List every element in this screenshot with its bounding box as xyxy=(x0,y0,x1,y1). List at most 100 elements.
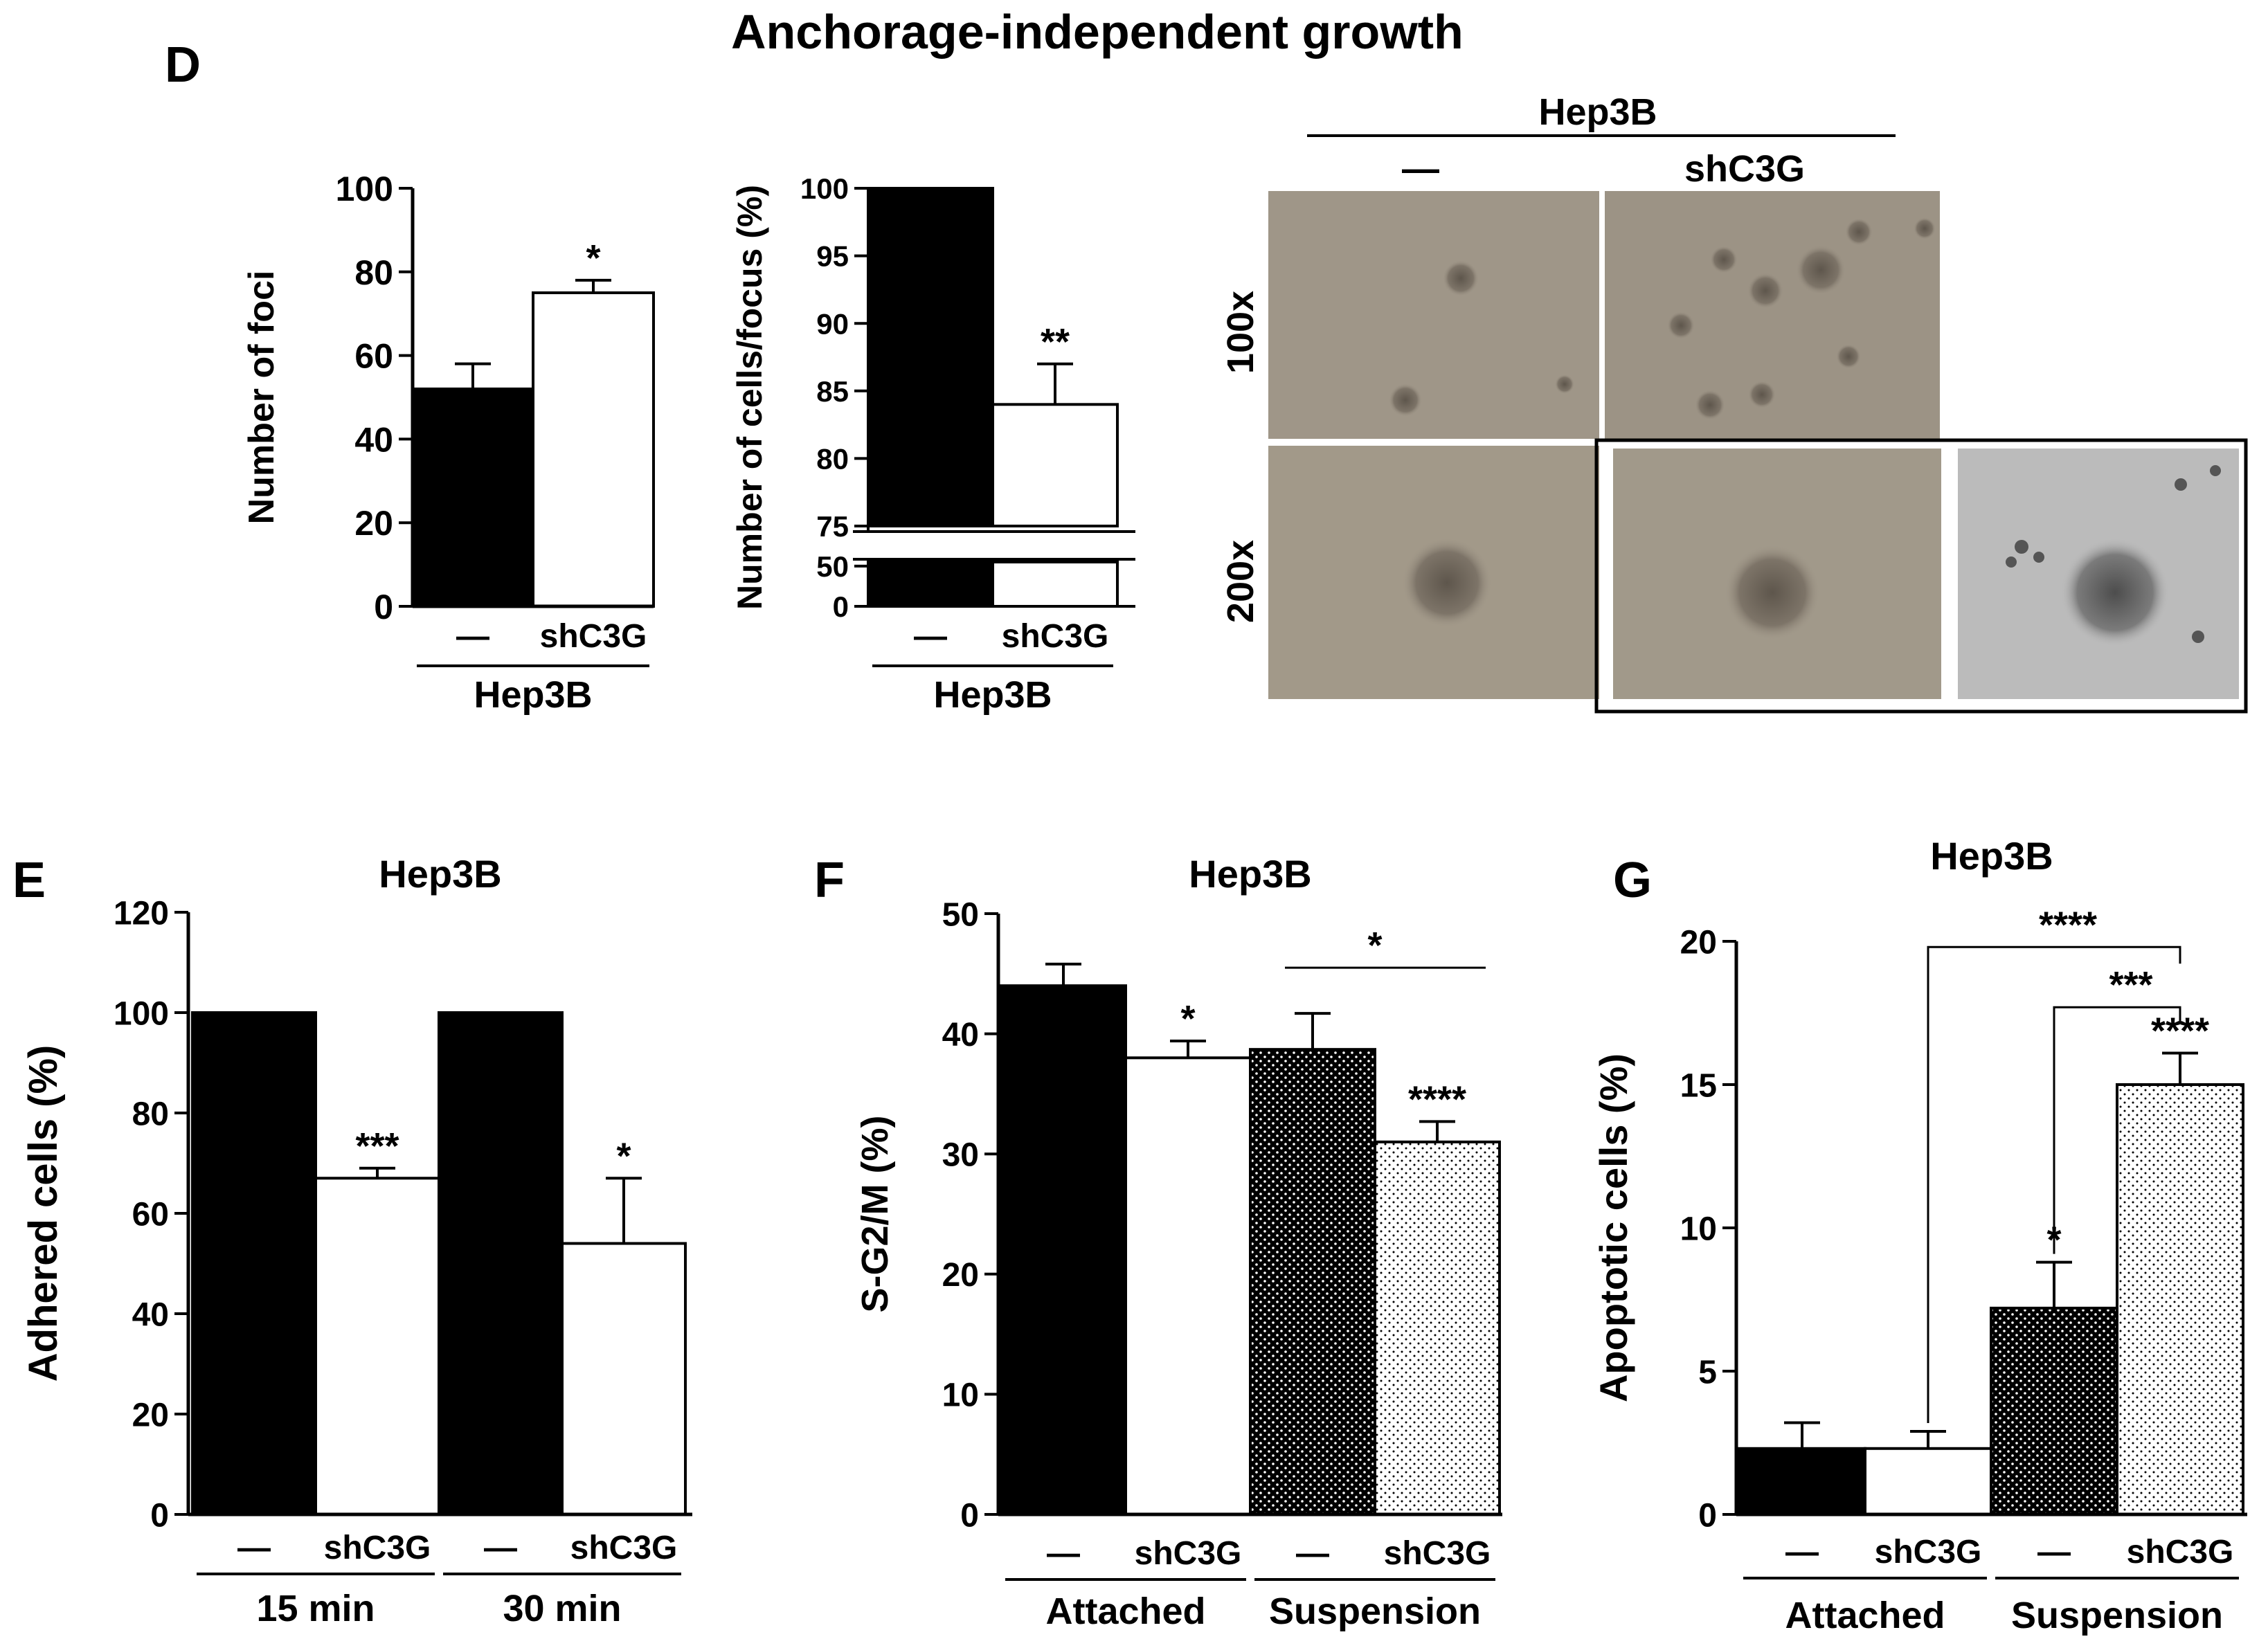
bar xyxy=(1864,1447,1992,1516)
y-tick-label: 40 xyxy=(354,420,393,459)
chart-title: Hep3B xyxy=(379,852,501,896)
y-tick-label: 20 xyxy=(354,504,393,543)
bar xyxy=(1990,1306,2118,1516)
bar xyxy=(561,1242,687,1516)
significance-label: ** xyxy=(1041,321,1070,363)
chart-title: Hep3B xyxy=(1930,834,2053,878)
y-tick-label: 100 xyxy=(800,172,849,205)
chart-title: Hep3B xyxy=(1189,852,1311,896)
micrograph-col-control: — xyxy=(1402,148,1439,190)
category-label: shC3G xyxy=(1135,1535,1242,1572)
category-label: — xyxy=(237,1530,271,1566)
significance-label: **** xyxy=(1408,1078,1466,1120)
y-axis-label: Adhered cells (%) xyxy=(21,1045,66,1382)
y-tick-label: 95 xyxy=(816,240,849,273)
panel-label-e: E xyxy=(12,853,46,908)
y-axis-label: Number of foci xyxy=(242,271,282,525)
y-tick-label: 30 xyxy=(942,1137,979,1173)
y-tick-label: 80 xyxy=(132,1096,169,1132)
micrograph-row-200x: 200x xyxy=(1220,540,1261,623)
group-label: 15 min xyxy=(256,1588,375,1629)
bar xyxy=(1738,1447,1866,1516)
y-tick-label: 0 xyxy=(1698,1497,1717,1534)
chart-cells-per-focus: — ** shC3G 75 80 85 90 95 100 0 50 Number of cells/… xyxy=(730,172,1135,716)
chart-number-of-foci: — * shC3G 0 20 40 60 80 100 Number of foci Hep3B xyxy=(242,170,655,716)
category-label: — xyxy=(1047,1535,1080,1572)
y-tick-label: 50 xyxy=(816,550,849,583)
y-tick-label: 80 xyxy=(816,443,849,476)
y-tick-label: 40 xyxy=(942,1017,979,1053)
group-label: 30 min xyxy=(503,1588,621,1629)
micrograph-group-label: Hep3B xyxy=(1538,91,1657,133)
micrograph-inset-frame xyxy=(1594,438,2248,714)
microscopy-image-100x-shc3g xyxy=(1605,191,1940,439)
category-label: shC3G xyxy=(570,1530,678,1566)
bracket-label: * xyxy=(1367,925,1382,966)
group-label: Hep3B xyxy=(474,674,592,716)
category-label: — xyxy=(1296,1535,1329,1572)
y-tick-label: 75 xyxy=(816,510,849,543)
bracket-line xyxy=(2053,1006,2181,1254)
y-tick-label: 15 xyxy=(1680,1067,1717,1104)
y-tick-label: 20 xyxy=(1680,924,1717,961)
group-label: Hep3B xyxy=(933,674,1052,716)
category-label: shC3G xyxy=(1875,1534,1982,1570)
significance-label: * xyxy=(586,237,600,279)
bar xyxy=(191,1011,317,1516)
y-tick-label: 120 xyxy=(114,895,169,932)
y-tick-label: 50 xyxy=(942,896,979,933)
micrograph-col-shc3g: shC3G xyxy=(1684,148,1805,190)
microscopy-image-200x-shc3g xyxy=(1613,449,1941,699)
category-label: — xyxy=(456,618,489,655)
category-label: shC3G xyxy=(2127,1534,2234,1570)
panel-label-f: F xyxy=(814,853,845,908)
group-label: Attached xyxy=(1785,1595,1945,1636)
bar-lower xyxy=(867,561,994,608)
y-tick-label: 60 xyxy=(132,1196,169,1233)
group-label: Attached xyxy=(1045,1591,1205,1632)
y-tick-label: 20 xyxy=(132,1397,169,1433)
group-label: Suspension xyxy=(1269,1591,1481,1632)
y-tick-label: 0 xyxy=(833,590,849,623)
category-label: — xyxy=(1785,1534,1819,1570)
chart-sg2m: — * shC3G — **** shC3G 0 10 20 30 40 50 S-G2/M (%) He… xyxy=(854,852,1502,1632)
panel-label-d: D xyxy=(165,37,201,93)
bar-upper xyxy=(991,403,1119,527)
category-label: shC3G xyxy=(324,1530,431,1566)
y-tick-label: 10 xyxy=(1680,1211,1717,1247)
category-label: — xyxy=(484,1530,517,1566)
panel-label-g: G xyxy=(1613,853,1652,908)
chart-adhered-cells: — *** shC3G — * shC3G 0 20 40 60 80 100 120 Adhered c… xyxy=(21,852,692,1629)
y-tick-label: 20 xyxy=(942,1257,979,1294)
y-tick-label: 40 xyxy=(132,1296,169,1333)
microscopy-image-100x-control xyxy=(1268,191,1599,439)
bar xyxy=(2116,1083,2244,1516)
category-label: shC3G xyxy=(1384,1535,1491,1572)
y-axis-label: Number of cells/focus (%) xyxy=(730,185,769,610)
y-tick-label: 80 xyxy=(354,253,393,292)
category-label: shC3G xyxy=(1002,618,1109,655)
bar xyxy=(411,387,534,608)
significance-label: *** xyxy=(355,1125,399,1167)
y-tick-label: 85 xyxy=(816,375,849,408)
bracket-line xyxy=(1927,945,2181,1423)
bar xyxy=(1000,984,1127,1516)
microscopy-image-200x-shc3g-inset xyxy=(1958,449,2239,699)
micrograph-panel: Hep3B — shC3G 100x 200x xyxy=(1220,91,2248,714)
category-label: — xyxy=(2037,1534,2071,1570)
y-tick-label: 100 xyxy=(114,995,169,1032)
y-tick-label: 0 xyxy=(374,588,393,626)
significance-label: * xyxy=(616,1135,631,1177)
bracket-label: *** xyxy=(2109,964,2152,1006)
bar xyxy=(1249,1048,1376,1516)
figure-title: Anchorage-independent growth xyxy=(731,5,1464,59)
bar xyxy=(438,1011,564,1516)
y-tick-label: 100 xyxy=(336,170,393,208)
bar-lower xyxy=(991,561,1119,608)
micrograph-row-100x: 100x xyxy=(1220,291,1261,374)
bar xyxy=(1124,1056,1252,1516)
bracket-label: **** xyxy=(2039,904,2097,945)
microscopy-image-200x-control xyxy=(1268,446,1599,699)
